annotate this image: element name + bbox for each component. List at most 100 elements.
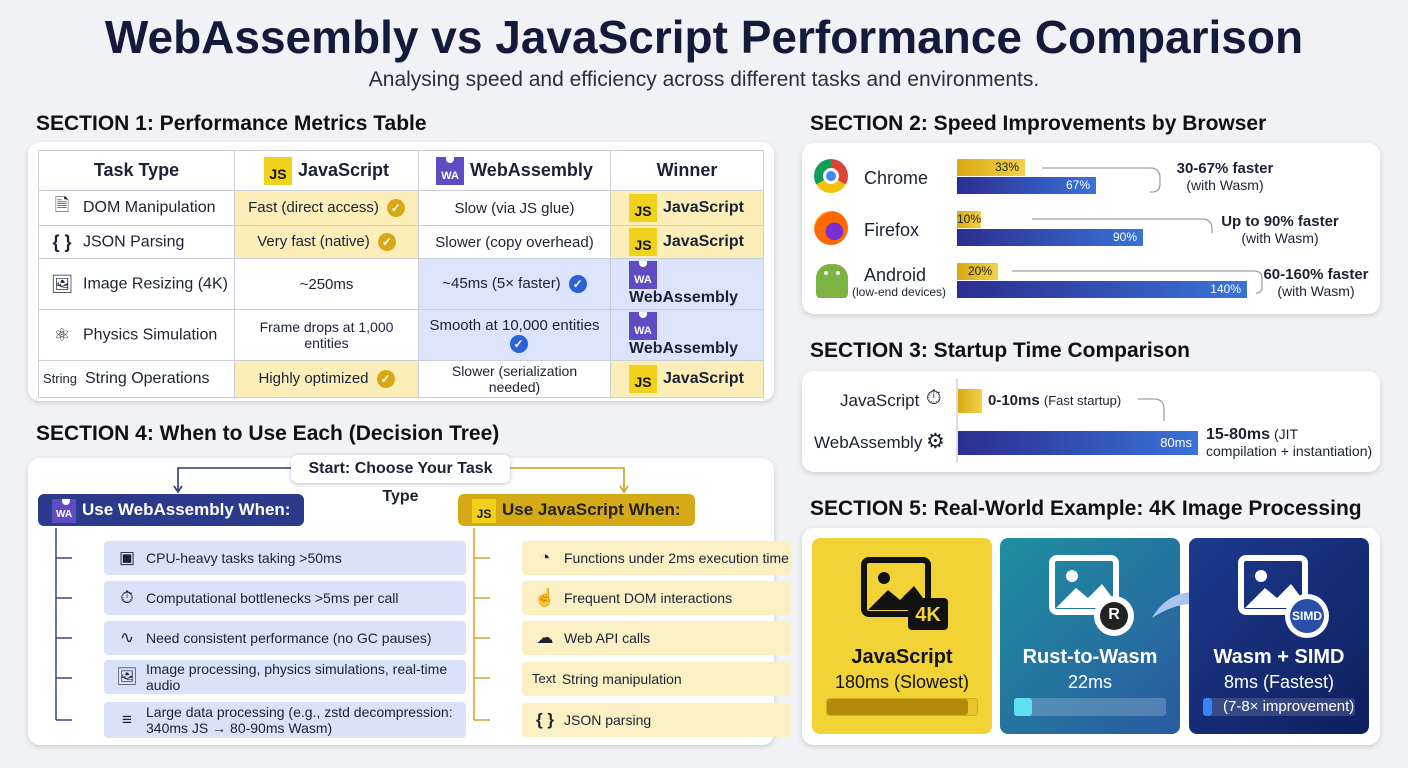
result-card-javascript: 4K JavaScript 180ms (Slowest)	[812, 538, 992, 734]
firefox-icon	[814, 211, 848, 245]
tree-lines	[55, 467, 629, 721]
stopwatch-icon: ⏱	[120, 588, 134, 607]
wasm-criteria-item: ▣ CPU-heavy tasks taking >50ms	[104, 541, 466, 575]
cloud-icon: ☁	[536, 628, 554, 647]
browser-sub: (low-end devices)	[852, 285, 947, 299]
result-time: 180ms (Slowest)	[834, 672, 970, 692]
time-bar	[826, 698, 978, 716]
atom-icon: ⚛	[53, 324, 71, 345]
media-icon: 🖼	[116, 667, 138, 686]
result-name: Wasm + SIMD	[1213, 646, 1345, 668]
chrome-icon	[814, 159, 848, 193]
table-row: { } JSON Parsing Very fast (native) ✓ Slow…	[38, 225, 764, 259]
wasm-bar: 140%	[957, 281, 1247, 298]
simd-chip-icon: SIMD	[1292, 609, 1322, 623]
page-title: WebAssembly vs JavaScript Performance Co…	[104, 11, 1304, 63]
document-icon: 🗎	[54, 195, 70, 215]
js-bar: 33%	[957, 159, 1025, 176]
wasm-logo-icon: WA	[52, 498, 76, 523]
table-row: String String Operations Highly optimized…	[38, 360, 764, 398]
table-header-row: Task Type JS JavaScript WA WebAssembly Win…	[38, 150, 764, 191]
badge-4k: 4K	[915, 604, 941, 626]
result-card-rust: R Rust-to-Wasm 22ms	[1000, 538, 1180, 734]
wasm-startup-value: 15-80ms (JIT compilation + instantiation)	[1206, 426, 1373, 459]
section1-heading: SECTION 1: Performance Metrics Table	[36, 112, 427, 135]
js-logo-icon: JS	[629, 194, 657, 222]
wasm-criteria-item: ≡ Large data processing (e.g., zstd decom…	[104, 702, 466, 738]
result-time: 22ms	[1067, 672, 1112, 692]
js-criteria-item: ☝ Frequent DOM interactions	[522, 581, 791, 615]
check-icon: ✓	[509, 334, 528, 353]
wasm-criteria-item: ⏱ Computational bottlenecks >5ms per call	[104, 581, 466, 615]
time-bar	[1014, 698, 1166, 716]
android-icon	[816, 264, 848, 298]
check-icon: ✓	[568, 275, 587, 294]
js-criteria-item: Text String manipulation	[522, 662, 791, 696]
image-icon	[1049, 555, 1134, 636]
wasm-bar: 90%	[957, 229, 1143, 246]
js-startup-label: JavaScript	[840, 391, 920, 410]
wasm-bar: 67%	[957, 177, 1096, 194]
wasm-logo-icon: WA	[629, 312, 657, 340]
stopwatch-icon: ⏱	[926, 387, 942, 409]
check-icon: ✓	[376, 370, 395, 389]
section3-heading: SECTION 3: Startup Time Comparison	[810, 339, 1190, 362]
section4-heading: SECTION 4: When to Use Each (Decision Tr…	[36, 422, 500, 445]
speedup-label: Up to 90% faster (with Wasm)	[1221, 213, 1339, 246]
browser-speed-card: Chrome 33% 67% 30-67% faster (with Wasm) …	[802, 143, 1380, 314]
js-criteria-item: ◔ Functions under 2ms execution time	[522, 541, 791, 575]
js-branch-header: JS Use JavaScript When:	[458, 494, 695, 526]
wasm-startup-bar: 80ms	[958, 431, 1198, 455]
image-icon	[861, 557, 948, 630]
braces-icon: { }	[536, 710, 554, 729]
pointer-icon: ☝	[534, 588, 556, 607]
table-row: ⚛ Physics Simulation Frame drops at 1,000…	[38, 309, 764, 361]
image-icon	[1238, 555, 1329, 638]
text-icon: Text	[532, 671, 556, 686]
time-bar: (7-8× improvement)	[1203, 698, 1355, 716]
table-row: 🗎 DOM Manipulation Fast (direct access) ✓ …	[38, 190, 764, 226]
speedup-label: 60-160% faster (with Wasm)	[1263, 266, 1369, 299]
wasm-startup-label: WebAssembly	[814, 433, 923, 452]
startup-card: JavaScript ⏱ 0-10ms (Fast startup) WebAs…	[802, 371, 1380, 472]
braces-icon: { }	[52, 231, 72, 252]
result-card-simd: SIMD Wasm + SIMD 8ms (Fastest) (7-8× imp…	[1189, 538, 1369, 734]
improvement-note: (7-8× improvement)	[1223, 698, 1355, 715]
section2-heading: SECTION 2: Speed Improvements by Browser	[810, 112, 1267, 135]
js-startup-value: 0-10ms (Fast startup)	[988, 392, 1122, 409]
table-row: 🖼 Image Resizing (4K) ~250ms ~45ms (5× fa…	[38, 258, 764, 310]
browser-name: Firefox	[864, 220, 920, 240]
wasm-criteria-item: 🖼 Image processing, physics simulations, …	[104, 660, 466, 694]
js-logo-icon: JS	[629, 365, 657, 393]
decision-start-node: Start: Choose Your Task Type	[291, 455, 510, 505]
js-logo-icon: JS	[472, 498, 496, 523]
col-webassembly: WA WebAssembly	[418, 150, 611, 191]
js-bar: 10%	[957, 211, 982, 228]
js-bar: 20%	[957, 263, 998, 280]
col-task-type: Task Type	[38, 150, 235, 191]
metrics-table-card: Task Type JS JavaScript WA WebAssembly Win…	[28, 142, 774, 401]
check-icon: ✓	[377, 233, 396, 252]
col-winner: Winner	[610, 150, 764, 191]
gauge-icon: ◔	[539, 548, 551, 567]
image-icon: 🖼	[50, 273, 74, 294]
database-icon: ≡	[122, 710, 132, 729]
wasm-logo-icon: WA	[436, 156, 465, 185]
decision-tree-card: Start: Choose Your Task Type WA Use WebAs…	[28, 455, 791, 745]
js-startup-bar	[958, 389, 982, 413]
wasm-branch-header: WA Use WebAssembly When:	[38, 494, 305, 526]
js-criteria-item: ☁ Web API calls	[522, 621, 791, 655]
result-name: JavaScript	[851, 646, 953, 668]
metrics-table: Task Type JS JavaScript WA WebAssembly Win…	[38, 150, 764, 398]
page-subtitle: Analysing speed and efficiency across di…	[368, 68, 1040, 91]
wasm-criteria-item: ∿ Need consistent performance (no GC paus…	[104, 621, 466, 655]
section5-heading: SECTION 5: Real-World Example: 4K Image …	[810, 497, 1362, 520]
speedup-label: 30-67% faster (with Wasm)	[1176, 160, 1274, 193]
js-logo-icon: JS	[263, 156, 292, 185]
result-time: 8ms (Fastest)	[1223, 672, 1334, 692]
check-icon: ✓	[386, 199, 405, 218]
pulse-icon: ∿	[119, 628, 135, 647]
rust-logo-icon: R	[1108, 606, 1120, 623]
browser-name: Chrome	[864, 168, 929, 188]
js-criteria-item: { } JSON parsing	[522, 703, 791, 737]
